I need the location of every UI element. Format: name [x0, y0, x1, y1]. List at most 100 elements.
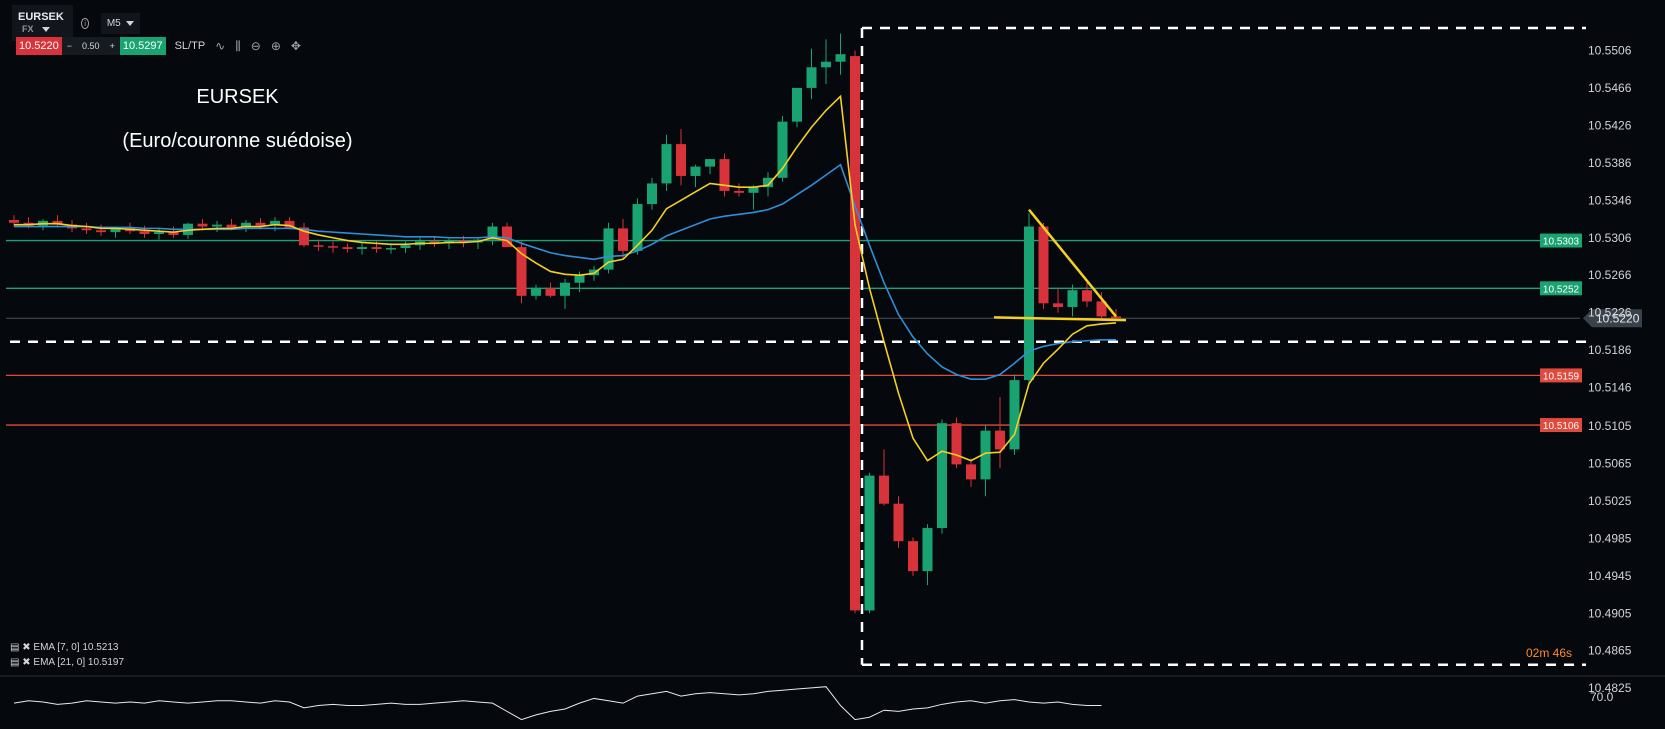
- timeframe-selector[interactable]: M5: [100, 12, 140, 34]
- triangle-base-line: [993, 316, 1127, 322]
- chart-annotation-title: EURSEK: [196, 86, 279, 108]
- y-tick-label: 10.5146: [1588, 381, 1632, 395]
- candle-body: [864, 475, 875, 611]
- candle-body: [574, 275, 585, 283]
- current-price-label: 10.5220: [1596, 311, 1640, 325]
- candle-body: [212, 224, 222, 227]
- candle-body: [748, 187, 759, 193]
- candle-body: [966, 464, 976, 480]
- y-tick-label: 10.5186: [1588, 343, 1632, 357]
- candle-body: [850, 56, 860, 611]
- y-tick-label: 10.5306: [1588, 231, 1632, 245]
- chevron-down-icon: [125, 20, 134, 26]
- candle-body: [429, 241, 440, 244]
- candle-body: [110, 228, 121, 233]
- candle-countdown: 02m 46s: [1526, 646, 1573, 660]
- level-label: 10.5303: [1543, 237, 1580, 248]
- chart-annotation-subtitle: (Euro/couronne suédoise): [122, 130, 353, 152]
- candle-body: [705, 159, 715, 167]
- candle-body: [603, 228, 614, 270]
- info-icon[interactable]: i: [81, 17, 89, 29]
- oscillator-level-label: 70.0: [1590, 690, 1614, 704]
- candle-body: [995, 430, 1005, 450]
- candle-body: [734, 190, 744, 193]
- y-tick-label: 10.4865: [1588, 644, 1632, 658]
- y-tick-label: 10.4825: [1588, 681, 1632, 695]
- line-chart-icon[interactable]: ∿: [215, 39, 226, 53]
- candle-body: [1053, 303, 1063, 308]
- level-label: 10.5159: [1543, 371, 1580, 382]
- triangle-upper-line: [1028, 208, 1117, 318]
- candles-icon[interactable]: ⫼: [235, 38, 241, 53]
- oscillator-line: [13, 686, 1102, 721]
- candle-body: [154, 232, 164, 235]
- settings-icon[interactable]: ▤: [10, 642, 20, 653]
- y-tick-label: 10.5025: [1588, 494, 1632, 508]
- candle-body: [545, 288, 556, 296]
- candle-body: [908, 541, 918, 572]
- candle-body: [690, 166, 701, 176]
- candle-body: [9, 219, 19, 223]
- move-icon[interactable]: ✥: [290, 39, 301, 53]
- candle-body: [516, 247, 527, 296]
- candle-body: [806, 67, 817, 88]
- candle-body: [299, 227, 309, 246]
- candle-body: [386, 248, 396, 250]
- candle-body: [139, 231, 150, 235]
- candle-body: [458, 240, 469, 243]
- ema-fast-legend[interactable]: ▤ ✖ EMA [7, 0] 10.5213: [10, 642, 118, 653]
- candle-body: [1082, 290, 1092, 302]
- candle-body: [1096, 301, 1107, 317]
- zoom-out-icon[interactable]: ⊖: [250, 39, 261, 53]
- spread-increase-button[interactable]: +: [104, 37, 120, 55]
- symbol-label: EURSEK: [18, 11, 64, 23]
- y-tick-label: 10.5266: [1588, 268, 1632, 282]
- candle-body: [487, 226, 498, 240]
- zoom-in-icon[interactable]: ⊕: [270, 39, 281, 53]
- candle-body: [502, 226, 512, 248]
- candle-body: [1009, 380, 1020, 450]
- candle-body: [937, 423, 947, 529]
- candle-body: [400, 245, 411, 249]
- candle-body: [1067, 290, 1078, 308]
- candle-body: [255, 222, 266, 226]
- candle-body: [197, 223, 208, 227]
- candle-body: [241, 222, 251, 228]
- y-tick-label: 10.4905: [1588, 606, 1632, 620]
- level-tag: [1540, 233, 1582, 248]
- candle-body: [676, 144, 686, 176]
- y-tick-label: 10.5426: [1588, 118, 1632, 132]
- candle-body: [342, 247, 353, 249]
- y-tick-label: 10.4985: [1588, 531, 1632, 545]
- spread-decrease-button[interactable]: −: [61, 37, 78, 55]
- y-tick-label: 10.5466: [1588, 81, 1632, 95]
- y-tick-label: 10.5506: [1588, 43, 1632, 57]
- sltp-button[interactable]: SL/TP: [174, 40, 206, 52]
- symbol-selector[interactable]: EURSEK FX: [12, 5, 74, 41]
- level-tag: [1540, 368, 1582, 383]
- level-label: 10.5106: [1543, 421, 1580, 432]
- candle-body: [1111, 316, 1121, 319]
- candle-body: [821, 61, 831, 68]
- candle-body: [618, 228, 628, 251]
- level-tag: [1540, 281, 1582, 296]
- candle-body: [1024, 226, 1034, 381]
- candle-body: [647, 183, 657, 205]
- candle-body: [371, 247, 382, 249]
- buy-price-button[interactable]: 10.5297: [119, 37, 166, 55]
- settings-icon[interactable]: ▤: [10, 657, 20, 668]
- candle-body: [284, 220, 295, 228]
- current-price-tag: [1583, 309, 1642, 328]
- candle-body: [980, 430, 991, 480]
- sell-price-button[interactable]: 10.5220: [16, 37, 62, 55]
- level-label: 10.5252: [1543, 284, 1580, 295]
- candle-body: [1038, 226, 1049, 304]
- y-tick-label: 10.5346: [1588, 193, 1632, 207]
- candle-body: [632, 204, 643, 251]
- candle-body: [893, 503, 904, 542]
- close-icon[interactable]: ✖: [22, 642, 31, 653]
- candle-body: [835, 54, 846, 62]
- close-icon[interactable]: ✖: [22, 657, 31, 668]
- ema-slow-legend[interactable]: ▤ ✖ EMA [21, 0] 10.5197: [10, 657, 124, 668]
